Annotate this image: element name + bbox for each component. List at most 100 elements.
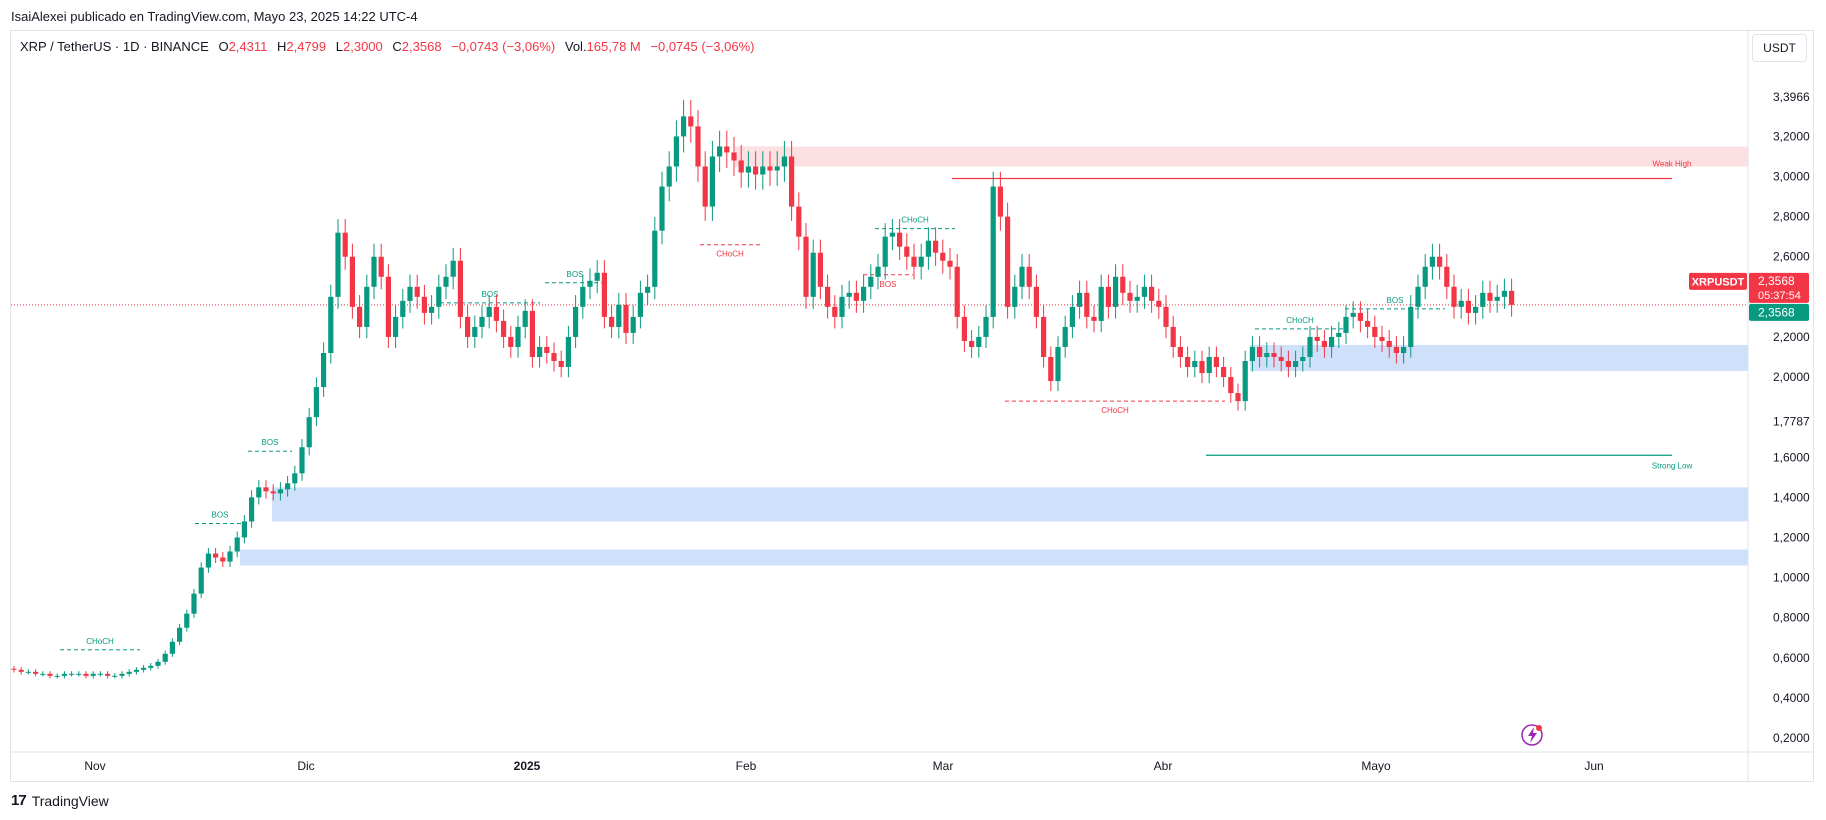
candle-body [40,673,46,675]
candle [904,233,910,270]
candle-body [861,286,867,301]
candle [385,264,391,348]
candle-body [1242,361,1248,402]
candle-body [1357,312,1363,321]
y-tick-label: 3,0000 [1773,170,1810,184]
candle [148,663,154,671]
candle-body [1113,276,1119,307]
candle [861,274,867,313]
candle-body [630,316,636,333]
symbol-legend: XRP / TetherUS · 1D · BINANCE O2,4311 H2… [20,39,754,54]
candle [918,243,924,280]
candle [731,136,737,176]
y-tick-label: 1,4000 [1773,490,1810,504]
candle-body [659,186,665,231]
candle-body [479,316,485,327]
candle [256,480,262,505]
candle [501,309,507,348]
candle-body [429,306,435,313]
candle-body [587,280,593,287]
candle-body [1422,266,1428,287]
candle-body [1249,346,1255,362]
candle [803,223,809,309]
candle [1235,383,1241,411]
candle-body [256,487,262,498]
candle-body [11,668,17,670]
candle-body [342,232,348,257]
candle [940,239,946,274]
candle [306,408,312,456]
x-tick-label: Nov [84,759,105,773]
y-tick-label: 2,2000 [1773,330,1810,344]
candle-body [760,166,766,175]
candle-body [573,306,579,337]
candle [1372,315,1378,348]
candle [1113,264,1119,319]
candle [313,377,319,427]
candle-body [177,627,183,642]
candle [1199,350,1205,384]
candle-body [457,260,463,317]
candle [1307,325,1313,368]
candle [1386,330,1392,358]
candle [1170,315,1176,358]
volume-label: Vol. [564,39,587,54]
candle [465,305,471,348]
candle-body [623,304,629,333]
candle [400,288,406,329]
candle [1271,342,1277,368]
candle-body [731,152,737,161]
candle [767,151,773,186]
candle-body [378,256,384,277]
candle [76,671,82,677]
candle-body [1329,336,1335,347]
candle-body [328,296,334,353]
candle-body [407,286,413,301]
candle [882,223,888,280]
candle-body [1163,306,1169,327]
candle-body [184,613,190,628]
candle-body [1393,346,1399,353]
candle [1192,350,1198,378]
y-tick-label: 0,2000 [1773,731,1810,745]
candle [724,130,730,169]
candle-body [1379,336,1385,341]
candle [1221,356,1227,388]
candle [709,140,715,221]
candle [169,638,175,657]
candle-body [465,316,471,337]
candle [54,673,60,679]
candle [1415,274,1421,319]
candle-body [234,537,240,552]
candle [1120,264,1126,305]
currency-button[interactable]: USDT [1752,34,1807,62]
candle [789,140,795,221]
candle [198,562,204,599]
high-value: 2,4799 [286,39,327,54]
chart-frame [10,30,1814,782]
zone-demand-1 [1250,344,1748,372]
candle [97,671,103,677]
candle [1429,243,1435,280]
candle-body [1372,326,1378,337]
candle-body [724,146,730,153]
y-tick-label: 2,0000 [1773,370,1810,384]
candle-body [666,166,672,187]
candle [1134,284,1140,313]
candle-body [825,286,831,307]
candle [1149,274,1155,313]
price-chart[interactable]: Weak High Strong Low CHoCH BOS BOS BOS BOS CHoC… [0,0,1826,790]
candle [889,219,895,251]
candle [133,667,139,675]
candle [1480,280,1486,319]
structure-label-0: CHoCH [86,637,114,646]
candle [234,531,240,558]
candle [846,280,852,309]
low-value: 2,3000 [343,39,383,54]
change-value: −0,0743 (−3,06%) [451,39,556,54]
candle-body [558,361,564,368]
candle [119,671,125,679]
candle-body [299,447,305,474]
price-line-tag [1749,303,1809,321]
candle [493,295,499,333]
